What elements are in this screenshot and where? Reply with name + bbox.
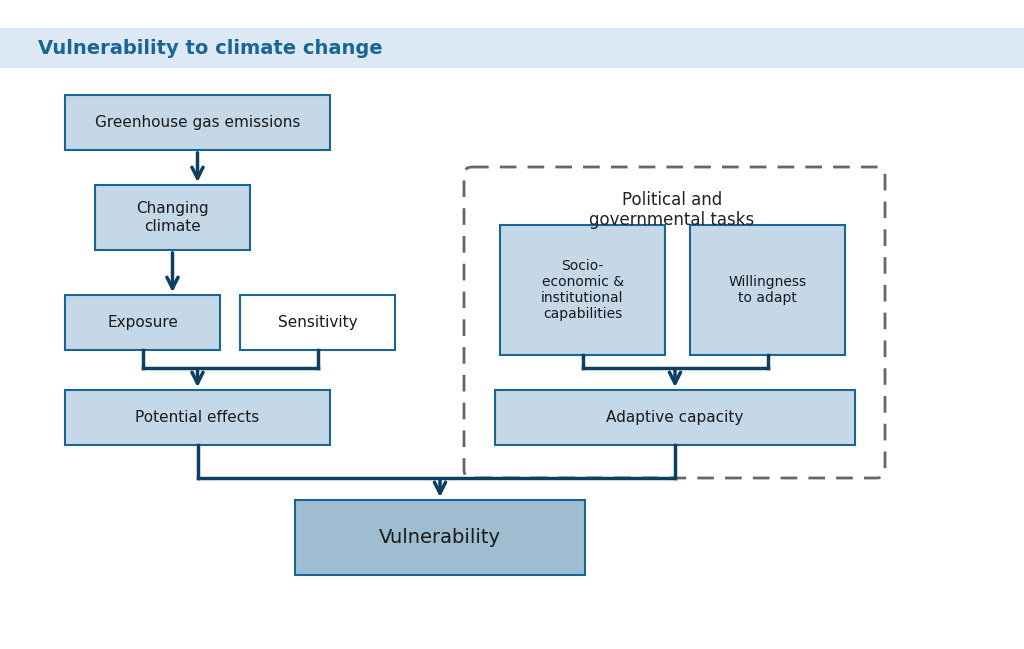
- Text: Greenhouse gas emissions: Greenhouse gas emissions: [95, 115, 300, 130]
- Text: Vulnerability to climate change: Vulnerability to climate change: [38, 38, 383, 58]
- Text: Exposure: Exposure: [108, 315, 178, 330]
- Bar: [690, 225, 845, 355]
- Bar: [240, 295, 395, 350]
- Text: Willingness
to adapt: Willingness to adapt: [728, 275, 807, 305]
- Bar: [0, 28, 1024, 68]
- Bar: [295, 500, 585, 575]
- Text: Sensitivity: Sensitivity: [278, 315, 357, 330]
- Bar: [500, 225, 665, 355]
- Bar: [95, 185, 250, 250]
- Bar: [495, 390, 855, 445]
- Text: Political and
governmental tasks: Political and governmental tasks: [590, 191, 755, 229]
- Text: Adaptive capacity: Adaptive capacity: [606, 410, 743, 425]
- Bar: [65, 95, 330, 150]
- Bar: [65, 295, 220, 350]
- Text: Potential effects: Potential effects: [135, 410, 260, 425]
- Bar: [65, 390, 330, 445]
- Text: Socio-
economic &
institutional
capabilities: Socio- economic & institutional capabili…: [542, 259, 624, 321]
- Text: Vulnerability: Vulnerability: [379, 528, 501, 547]
- Text: Changing
climate: Changing climate: [136, 201, 209, 234]
